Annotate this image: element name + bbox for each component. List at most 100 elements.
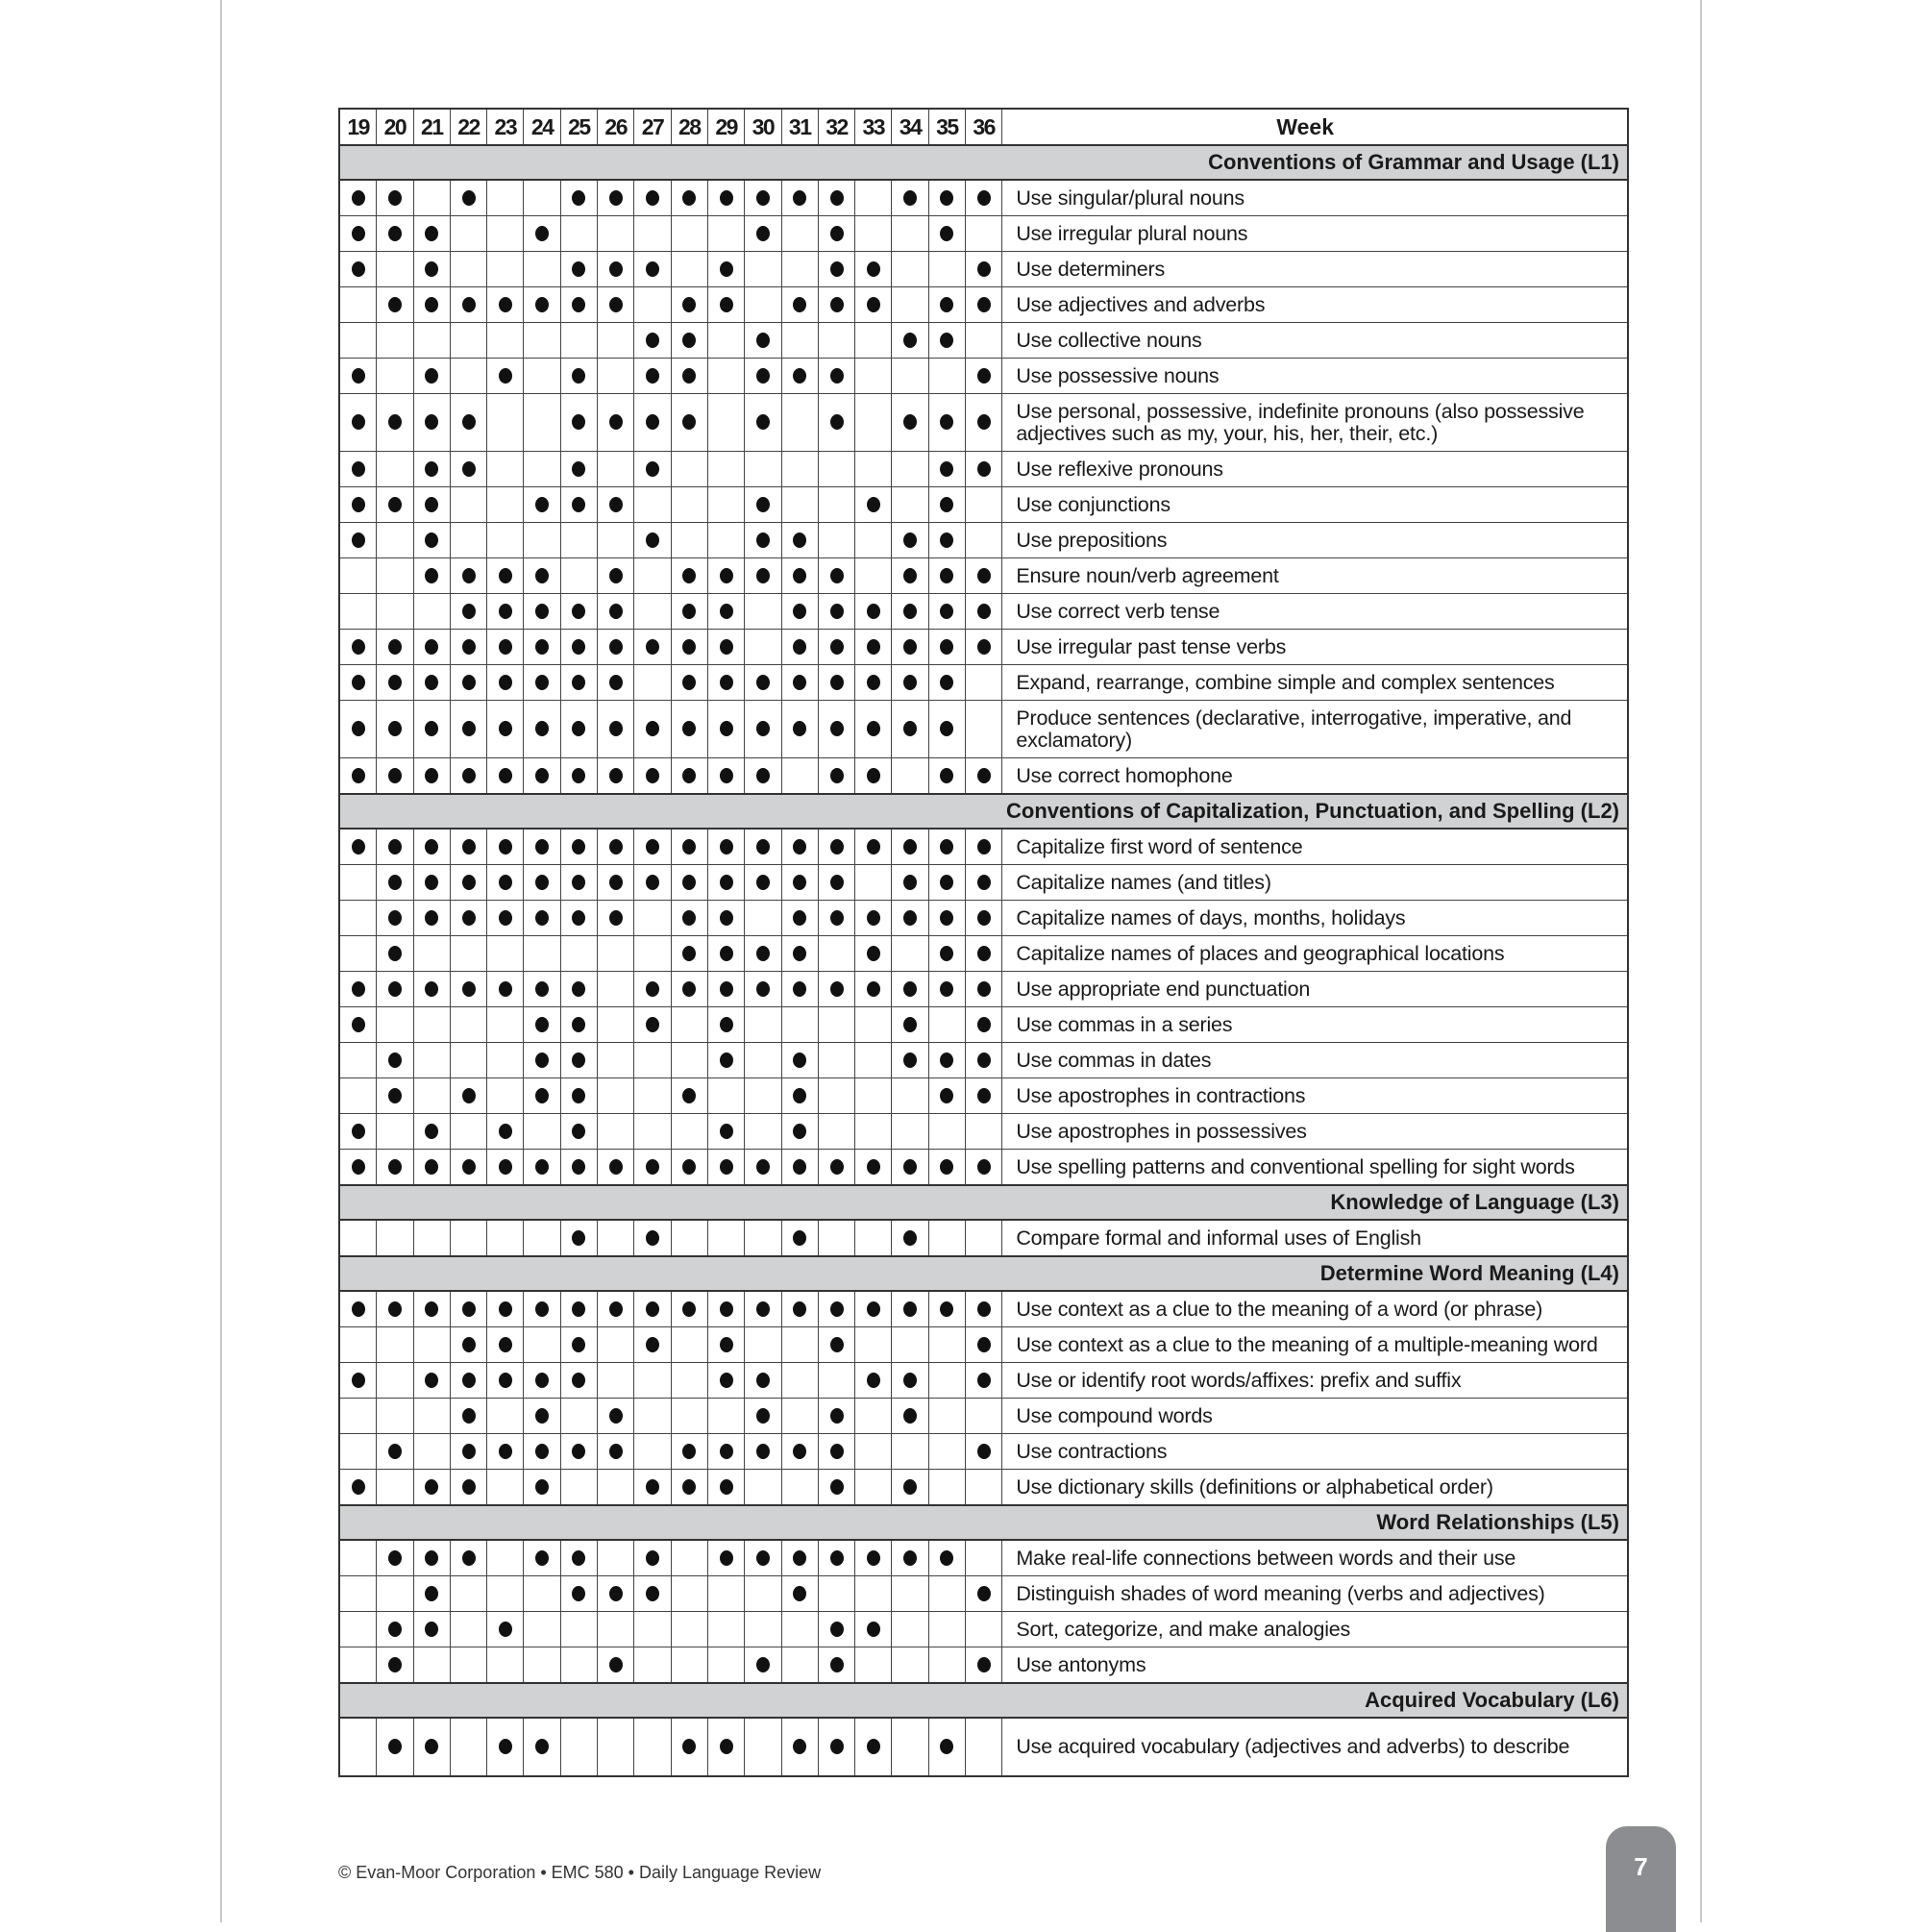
week-cell-25 xyxy=(559,557,599,594)
week-cell-20 xyxy=(376,1398,414,1434)
dot-marker xyxy=(829,638,844,655)
dot-marker xyxy=(608,1158,623,1175)
week-cell-31 xyxy=(780,1042,819,1078)
dot-marker xyxy=(940,296,954,312)
week-cell-27 xyxy=(633,1326,672,1363)
dot-marker xyxy=(866,674,880,690)
dot-marker xyxy=(976,1300,991,1317)
skill-label: Use collective nouns xyxy=(1001,322,1629,359)
dot-marker xyxy=(866,1621,880,1637)
week-cell-31 xyxy=(780,522,819,558)
week-cell-31 xyxy=(780,1611,819,1647)
dot-marker xyxy=(461,189,476,206)
dot-marker xyxy=(535,1158,550,1175)
week-cell-25 xyxy=(559,828,599,865)
dot-marker xyxy=(572,1123,586,1139)
week-cell-25 xyxy=(559,1647,599,1684)
dot-marker xyxy=(572,496,586,512)
dot-marker xyxy=(608,721,623,737)
week-cell-28 xyxy=(670,1539,708,1576)
week-cell-27 xyxy=(633,1149,672,1186)
dot-marker xyxy=(387,1052,402,1068)
week-cell-24 xyxy=(523,1113,561,1150)
dot-marker xyxy=(387,838,402,855)
skill-label: Ensure noun/verb agreement xyxy=(1001,557,1629,594)
week-cell-19 xyxy=(338,864,378,901)
skill-label: Capitalize names (and titles) xyxy=(1001,864,1629,901)
week-cell-30 xyxy=(744,1717,782,1777)
dot-marker xyxy=(572,603,586,619)
dot-marker xyxy=(866,980,880,997)
week-cell-25 xyxy=(559,286,599,323)
week-cell-28 xyxy=(670,286,708,323)
week-cell-36 xyxy=(965,1113,1003,1150)
week-cell-34 xyxy=(891,1362,929,1399)
week-cell-21 xyxy=(412,1290,451,1327)
dot-marker xyxy=(572,1336,586,1352)
dot-marker xyxy=(425,567,439,583)
dot-marker xyxy=(387,980,402,997)
week-cell-33 xyxy=(854,1006,893,1043)
dot-marker xyxy=(351,674,365,690)
week-cell-22 xyxy=(449,451,488,487)
dot-marker xyxy=(646,721,660,737)
dot-marker xyxy=(755,532,770,548)
week-cell-27 xyxy=(633,1469,672,1506)
week-cell-21 xyxy=(412,757,451,795)
dot-marker xyxy=(498,1621,512,1637)
skill-label: Use apostrophes in contractions xyxy=(1001,1077,1629,1114)
week-cell-24 xyxy=(523,1611,561,1647)
week-cell-36 xyxy=(965,251,1003,287)
dot-marker xyxy=(976,260,991,277)
dot-marker xyxy=(608,1300,623,1317)
dot-marker xyxy=(829,1158,844,1175)
section-title: Knowledge of Language (L3) xyxy=(338,1184,1629,1221)
week-number-29: 29 xyxy=(706,108,746,146)
dot-marker xyxy=(646,1478,660,1495)
dot-marker xyxy=(976,874,991,890)
week-cell-32 xyxy=(817,179,856,216)
week-cell-30 xyxy=(744,664,782,701)
week-cell-33 xyxy=(854,1113,893,1150)
dot-marker xyxy=(572,1443,586,1459)
week-cell-32 xyxy=(817,1398,856,1434)
dot-marker xyxy=(755,1158,770,1175)
week-cell-36 xyxy=(965,451,1003,487)
dot-marker xyxy=(976,1158,991,1175)
week-cell-20 xyxy=(376,900,414,936)
week-cell-36 xyxy=(965,1149,1003,1186)
dot-marker xyxy=(829,603,844,619)
week-cell-31 xyxy=(780,215,819,252)
week-cell-23 xyxy=(486,935,525,972)
week-cell-21 xyxy=(412,1113,451,1150)
week-cell-30 xyxy=(744,286,782,323)
week-cell-30 xyxy=(744,1042,782,1078)
page-edge-left xyxy=(220,0,222,1922)
week-cell-32 xyxy=(817,1469,856,1506)
week-cell-34 xyxy=(891,486,929,523)
dot-marker xyxy=(829,1549,844,1566)
week-cell-24 xyxy=(523,971,561,1007)
week-cell-23 xyxy=(486,1398,525,1434)
dot-marker xyxy=(829,1336,844,1352)
week-cell-32 xyxy=(817,486,856,523)
week-cell-35 xyxy=(927,215,967,252)
week-cell-24 xyxy=(523,828,561,865)
week-cell-19 xyxy=(338,700,378,758)
week-cell-19 xyxy=(338,1717,378,1777)
week-cell-24 xyxy=(523,1006,561,1043)
week-cell-29 xyxy=(706,1717,746,1777)
week-cell-21 xyxy=(412,900,451,936)
skill-row: Use context as a clue to the meaning of … xyxy=(338,1290,1629,1327)
week-cell-24 xyxy=(523,393,561,452)
week-cell-19 xyxy=(338,322,378,359)
dot-marker xyxy=(351,838,365,855)
week-cell-33 xyxy=(854,1717,893,1777)
dot-marker xyxy=(646,1016,660,1032)
week-cell-20 xyxy=(376,1042,414,1078)
week-cell-33 xyxy=(854,828,893,865)
week-cell-30 xyxy=(744,1006,782,1043)
week-cell-35 xyxy=(927,358,967,394)
skill-label: Produce sentences (declarative, interrog… xyxy=(1001,700,1629,758)
week-cell-30 xyxy=(744,179,782,216)
